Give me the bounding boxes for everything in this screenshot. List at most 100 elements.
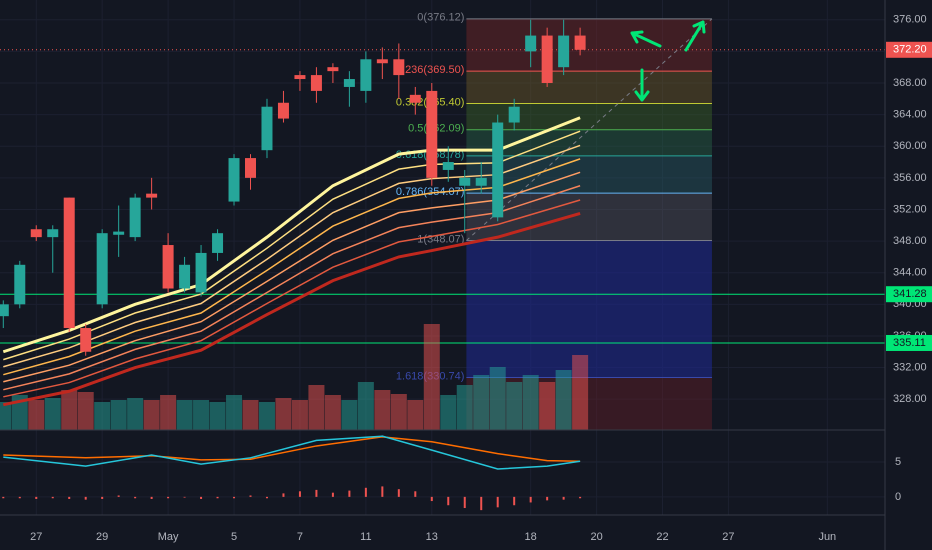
- arrow: [684, 20, 706, 52]
- histogram-bar: [430, 496, 433, 502]
- histogram-bar: [480, 496, 483, 511]
- candle-body: [310, 75, 322, 91]
- fib-trend: [466, 18, 713, 241]
- volume-bar: [357, 382, 374, 430]
- volume-bar: [374, 390, 391, 430]
- indicator-tick-label: 5: [895, 456, 901, 468]
- volume-bar: [324, 395, 341, 430]
- histogram-bar: [117, 495, 120, 497]
- y-tick-label: 352.00: [893, 203, 927, 215]
- fib-label: 0(376.12): [417, 12, 464, 24]
- x-tick-label: 5: [231, 531, 237, 543]
- candle-body: [343, 79, 355, 87]
- volume-bar: [226, 395, 243, 430]
- candle-body: [113, 231, 125, 235]
- candle-body: [129, 197, 141, 238]
- x-tick-label: 18: [525, 531, 537, 543]
- candle-body: [492, 122, 504, 218]
- fib-label: 0.786(354.07): [396, 186, 465, 198]
- candle-body: [179, 264, 191, 289]
- volume-bar: [209, 402, 226, 430]
- histogram-bar: [315, 489, 318, 497]
- x-tick-label: 7: [297, 531, 303, 543]
- volume-bar: [539, 382, 556, 430]
- volume-bar: [555, 370, 572, 430]
- volume-bar: [258, 402, 275, 430]
- histogram-bar: [84, 496, 87, 500]
- histogram-bar: [579, 496, 582, 499]
- histogram-bar: [265, 496, 268, 499]
- candle-body: [63, 197, 75, 329]
- indicator-line: [3, 435, 581, 470]
- volume-bar: [11, 395, 28, 430]
- fib-band: [466, 155, 712, 194]
- candle-body: [261, 106, 273, 151]
- x-tick-label: May: [158, 531, 179, 543]
- volume-bar: [176, 400, 193, 430]
- candle-body: [360, 59, 372, 91]
- volume-bar: [160, 395, 177, 430]
- fib-band: [466, 71, 712, 104]
- x-tick-label: 27: [30, 531, 42, 543]
- candle-body: [475, 177, 487, 186]
- volume-bar: [522, 375, 539, 430]
- volume-bar: [110, 400, 127, 430]
- candle-body: [228, 158, 240, 202]
- candle-body: [162, 245, 174, 289]
- ema-line: [2, 116, 581, 354]
- histogram-bar: [546, 496, 549, 501]
- histogram-bar: [200, 496, 203, 499]
- arrow: [634, 68, 650, 102]
- histogram-bar: [134, 496, 137, 499]
- candle-body: [376, 59, 388, 64]
- volume-bar: [423, 324, 440, 430]
- fib-label: 0.236(369.50): [396, 64, 465, 76]
- histogram-bar: [414, 491, 417, 497]
- volume-bar: [407, 400, 424, 430]
- histogram-bar: [496, 496, 499, 508]
- histogram-bar: [35, 496, 38, 499]
- histogram-bar: [216, 496, 219, 499]
- histogram-bar: [562, 496, 565, 500]
- candle-body: [47, 229, 59, 238]
- y-tick-label: 368.00: [893, 77, 927, 89]
- candle-body: [525, 35, 537, 52]
- histogram-bar: [18, 496, 21, 499]
- fib-band: [466, 129, 712, 156]
- volume-bar: [77, 392, 94, 430]
- volume-bar: [456, 385, 473, 430]
- candle-body: [426, 90, 438, 178]
- candle-body: [80, 328, 92, 352]
- y-tick-label: 364.00: [893, 109, 927, 121]
- fib-band: [466, 240, 712, 378]
- candle-body: [558, 35, 570, 68]
- drawing-arrows: [630, 20, 706, 102]
- candle-body: [14, 264, 26, 305]
- histogram-bar: [2, 496, 5, 499]
- histogram-bar: [101, 496, 104, 499]
- fib-band: [466, 103, 712, 130]
- candle-body: [442, 162, 454, 170]
- volume-bar: [193, 400, 210, 430]
- y-tick-label: 328.00: [893, 393, 927, 405]
- fib-band: [466, 18, 712, 72]
- histogram-bar: [463, 496, 466, 509]
- price-axis: [885, 0, 932, 550]
- y-tick-label: 356.00: [893, 172, 927, 184]
- candle-body: [508, 106, 520, 123]
- candle-body: [459, 177, 471, 186]
- candle-body: [574, 35, 586, 50]
- histogram-bar: [513, 496, 516, 506]
- volume-bar: [440, 395, 457, 430]
- volume-bar: [341, 400, 358, 430]
- volume-bar: [275, 398, 292, 430]
- x-tick-label: 13: [426, 531, 438, 543]
- candle-body: [294, 75, 306, 80]
- histogram-bar: [364, 487, 367, 497]
- price-tag: [886, 286, 932, 303]
- histogram-bar: [331, 492, 334, 497]
- histogram-bar: [51, 496, 54, 499]
- histogram-bar: [68, 496, 71, 499]
- x-tick-label: Jun: [818, 531, 836, 543]
